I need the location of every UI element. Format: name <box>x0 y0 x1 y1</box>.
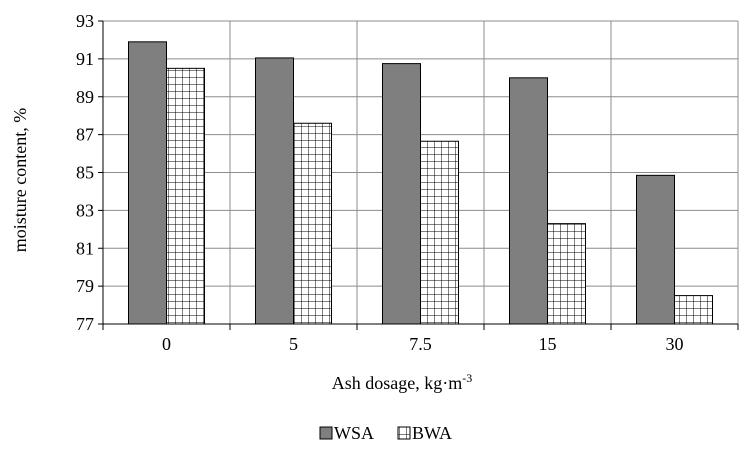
y-tick-label: 91 <box>76 49 94 69</box>
y-tick-label: 89 <box>76 87 94 107</box>
y-tick-label: 83 <box>76 200 94 220</box>
x-tick-label: 30 <box>666 334 684 354</box>
x-axis-label-superscript: -3 <box>462 371 472 385</box>
y-tick-label: 93 <box>76 11 94 31</box>
y-tick-labels: 77 79 81 83 85 87 89 91 93 <box>76 11 94 334</box>
x-axis-label-main: Ash dosage, kg·m <box>332 373 462 393</box>
legend-label-bwa: BWA <box>412 423 452 443</box>
bar-wsa-5 <box>255 57 294 325</box>
y-tick-label: 85 <box>76 163 94 183</box>
x-tick-label: 15 <box>539 334 557 354</box>
bar-bwa-5 <box>293 122 332 325</box>
y-tick-label: 81 <box>76 238 94 258</box>
x-tick-label: 0 <box>162 334 171 354</box>
bar-wsa-7.5 <box>382 63 421 325</box>
bar-bwa-7.5 <box>420 140 459 325</box>
legend-swatch-bwa <box>397 426 411 440</box>
bar-bwa-30 <box>674 295 713 325</box>
bar-wsa-30 <box>636 174 675 325</box>
y-axis-label: moisture content, % <box>10 108 30 252</box>
y-tick-label: 79 <box>76 276 94 296</box>
bar-wsa-0 <box>128 41 167 325</box>
bar-bwa-15 <box>547 223 586 325</box>
bar-wsa-15 <box>509 77 548 325</box>
legend-label-wsa: WSA <box>334 423 374 443</box>
bar-bwa-0 <box>166 67 205 325</box>
x-axis-label: Ash dosage, kg·m-3 <box>332 371 472 393</box>
axes <box>98 20 739 330</box>
y-tick-label: 77 <box>76 314 94 334</box>
legend: WSA BWA <box>319 423 452 443</box>
x-tick-label: 7.5 <box>409 334 432 354</box>
bars <box>128 41 713 325</box>
x-tick-label: 5 <box>289 334 298 354</box>
x-tick-labels: 0 5 7.5 15 30 <box>162 334 684 354</box>
legend-swatch-wsa <box>319 426 333 440</box>
y-tick-label: 87 <box>76 125 94 145</box>
